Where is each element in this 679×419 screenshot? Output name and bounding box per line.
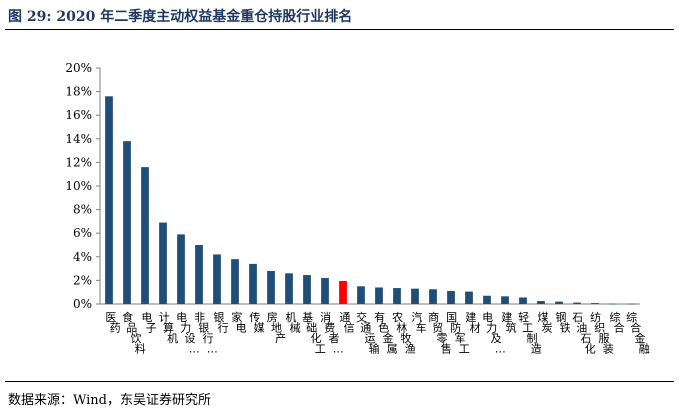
bar <box>555 301 563 304</box>
bar <box>105 96 113 304</box>
x-tick-label: 计算机 <box>159 311 178 345</box>
y-tick-label: 6% <box>73 226 92 240</box>
x-tick-label: 电力设… <box>176 311 200 356</box>
x-tick-label: 有色金属 <box>374 310 398 356</box>
bar <box>537 301 545 304</box>
x-tick-label: 建筑 <box>501 310 516 335</box>
x-tick-label: 轻工制造 <box>518 310 542 356</box>
bar <box>573 302 581 304</box>
y-tick-label: 0% <box>73 297 92 311</box>
x-tick-label: 电子 <box>141 311 156 335</box>
y-tick-label: 12% <box>65 155 92 169</box>
bar <box>231 259 239 304</box>
x-tick-label: 传媒 <box>249 311 264 335</box>
y-tick-label: 20% <box>65 61 92 75</box>
y-tick-label: 16% <box>65 108 92 122</box>
bar <box>267 270 275 304</box>
bar <box>393 288 401 304</box>
bar <box>195 245 203 304</box>
bar <box>627 303 635 305</box>
bar <box>483 295 491 304</box>
y-tick-label: 18% <box>65 85 92 99</box>
figure-title: 图 29: 2020 年二季度主动权益基金重仓持股行业排名 <box>8 9 353 25</box>
x-tick-labels: 医药食品饮料电子计算机电力设…非银行…银行家电传媒房地产机械基础化工消费者…通信… <box>105 310 649 356</box>
x-tick-label: 非银行… <box>194 311 218 356</box>
y-tick-label: 8% <box>73 203 92 217</box>
bar <box>519 297 527 304</box>
bar <box>591 303 599 304</box>
bar <box>123 141 131 304</box>
x-tick-label: 基础化工 <box>302 311 326 356</box>
x-tick-label: 房地产 <box>267 311 286 345</box>
bar <box>411 288 419 304</box>
x-tick-label: 综合金融 <box>626 310 650 356</box>
x-tick-label: 医药 <box>105 311 120 335</box>
x-tick-label: 农林牧渔 <box>392 310 416 356</box>
x-tick-label: 消费者… <box>320 310 344 356</box>
x-tick-label: 机械 <box>285 310 300 335</box>
bar-series <box>105 96 635 305</box>
x-tick-label: 交通运输 <box>356 310 380 356</box>
source-divider <box>5 381 674 382</box>
x-tick-label: 通信 <box>339 311 354 335</box>
bar <box>285 273 293 304</box>
x-tick-label: 煤炭 <box>537 311 552 335</box>
bar <box>321 278 329 304</box>
x-tick-label: 纺织服装 <box>590 310 614 356</box>
bar <box>375 287 383 304</box>
y-tick-label: 2% <box>73 273 92 287</box>
x-tick-label: 石油石化 <box>572 311 596 356</box>
y-tick-label: 10% <box>65 179 92 193</box>
title-divider <box>5 29 674 30</box>
y-axis: 0% 2% 4% 6% 8% 10% 12% 14% 16% 18% 20% <box>65 61 101 311</box>
bar <box>339 280 347 304</box>
bar <box>447 291 455 304</box>
bar <box>465 291 473 304</box>
bar <box>501 296 509 304</box>
x-tick-label: 综合 <box>609 310 624 335</box>
x-tick-label: 家电 <box>231 310 246 335</box>
bar <box>429 289 437 304</box>
x-tick-label: 商贸零售 <box>428 310 452 356</box>
bar <box>141 167 149 304</box>
x-tick-label: 钢铁 <box>555 311 570 335</box>
x-tick-label: 电力及… <box>482 311 506 356</box>
bar <box>159 222 167 304</box>
y-tick-label: 14% <box>65 132 92 146</box>
bar <box>357 286 365 304</box>
bar <box>303 275 311 304</box>
x-tick-label: 食品饮料 <box>122 310 146 356</box>
bar <box>177 234 185 304</box>
x-tick-label: 国防军工 <box>446 311 470 356</box>
x-tick-label: 银行 <box>213 310 228 335</box>
x-tick-label: 建材 <box>465 310 480 335</box>
source-note: 数据来源：Wind，东吴证券研究所 <box>8 393 211 408</box>
bar <box>609 303 617 305</box>
y-tick-label: 4% <box>73 250 92 264</box>
x-tick-label: 汽车 <box>411 310 426 335</box>
bar-chart: 0% 2% 4% 6% 8% 10% 12% 14% 16% 18% 20% 医药食品饮料电子计算机… <box>65 61 649 356</box>
bar <box>249 263 257 304</box>
bar <box>213 254 221 304</box>
